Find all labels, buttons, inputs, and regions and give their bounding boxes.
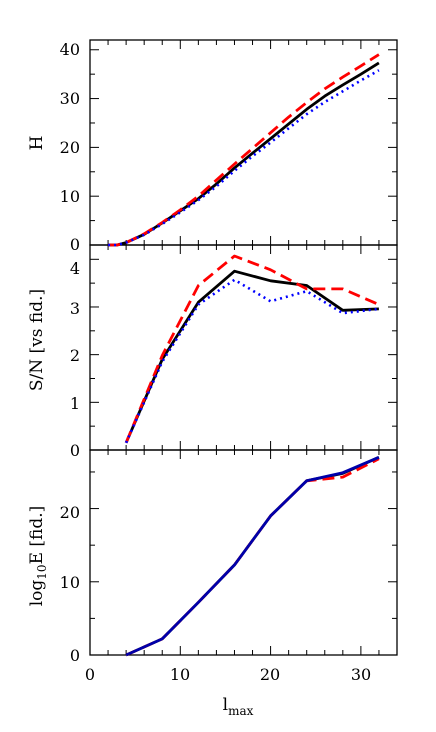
series-line-dashed [124, 254, 380, 444]
series-line-dashed [108, 53, 380, 247]
y-axis-title-top: H [27, 136, 47, 151]
series-line-dotted [124, 278, 380, 444]
y-tick-label: 10 [60, 187, 80, 206]
series-line-dotted [108, 69, 380, 247]
series-layer [108, 53, 380, 657]
x-tick-label: 30 [351, 665, 371, 684]
ticks-layer [89, 40, 398, 656]
y-tick-label: 20 [60, 503, 80, 522]
y-tick-label: 4 [70, 259, 80, 278]
y-tick-label: 0 [70, 441, 80, 460]
y-tick-label: 3 [70, 299, 80, 318]
panel-top-frame [89, 39, 398, 246]
y-tick-label: 10 [60, 573, 80, 592]
y-tick-label: 40 [60, 40, 80, 59]
x-tick-label: 10 [170, 665, 190, 684]
x-tick-label: 20 [260, 665, 280, 684]
series-line-solid [125, 456, 380, 657]
y-tick-label: 0 [70, 235, 80, 254]
y-tick-label: 30 [60, 89, 80, 108]
series-line-dashed [125, 457, 380, 657]
x-tick-label: 0 [85, 665, 95, 684]
y-tick-label: 20 [60, 138, 80, 157]
y-tick-label: 2 [70, 346, 80, 365]
y-tick-label: 1 [70, 394, 80, 413]
series-line-solid [124, 269, 379, 444]
panel-bot-frame [89, 449, 398, 656]
series-line-solid [108, 61, 380, 247]
x-axis-title: lmax [223, 695, 254, 718]
y-tick-label: 0 [70, 646, 80, 665]
y-axis-title-bot: log10E [fid.] [27, 506, 49, 607]
y-axis-title-mid: S/N [vs fid.] [27, 289, 47, 391]
series-line-solid [125, 456, 380, 657]
